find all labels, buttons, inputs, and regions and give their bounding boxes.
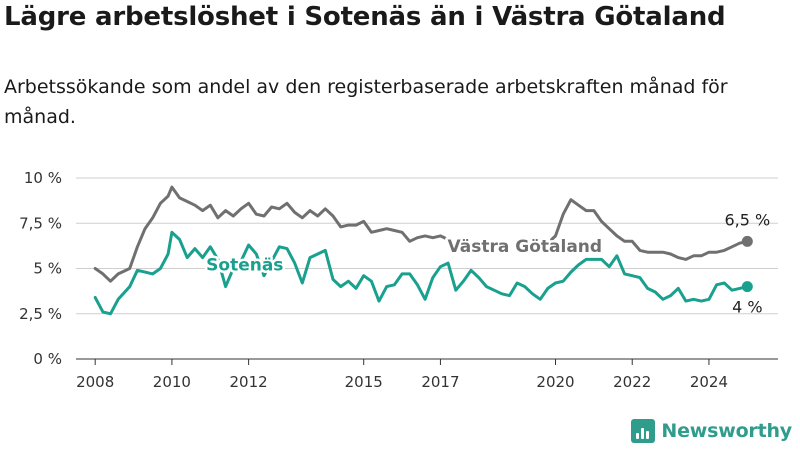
x-tick-label: 2024	[690, 373, 728, 391]
x-tick-label: 2010	[153, 373, 191, 391]
x-tick-label: 2017	[421, 373, 459, 391]
y-tick-label: 10 %	[24, 169, 62, 187]
y-tick-label: 5 %	[33, 260, 62, 278]
series-label: Västra Götaland	[448, 237, 603, 257]
chart-subtitle: Arbetssökande som andel av den registerb…	[4, 76, 728, 128]
series-line	[93, 230, 749, 316]
x-tick-label: 2015	[345, 373, 383, 391]
series-label: Sotenäs	[206, 255, 283, 275]
y-tick-label: 7,5 %	[19, 214, 62, 232]
y-tick-label: 0 %	[33, 350, 62, 368]
x-tick-label: 2008	[76, 373, 114, 391]
brand-name: Newsworthy	[661, 420, 792, 442]
end-point-marker	[741, 281, 753, 293]
chart-title: Lägre arbetslöshet i Sotenäs än i Västra…	[4, 2, 726, 32]
series-line	[93, 185, 749, 283]
x-tick-label: 2012	[230, 373, 268, 391]
end-point-marker	[741, 235, 753, 247]
newsworthy-logo: Newsworthy	[631, 419, 792, 443]
x-tick-label: 2022	[613, 373, 651, 391]
end-value-label: 4 %	[732, 298, 762, 317]
end-value-label: 6,5 %	[724, 210, 770, 229]
x-tick-label: 2020	[536, 373, 574, 391]
y-tick-label: 2,5 %	[19, 305, 62, 323]
series-label-halo: Sotenäs	[206, 255, 283, 275]
bar-chart-icon	[631, 419, 656, 443]
series-label-halo: Västra Götaland	[448, 237, 603, 257]
